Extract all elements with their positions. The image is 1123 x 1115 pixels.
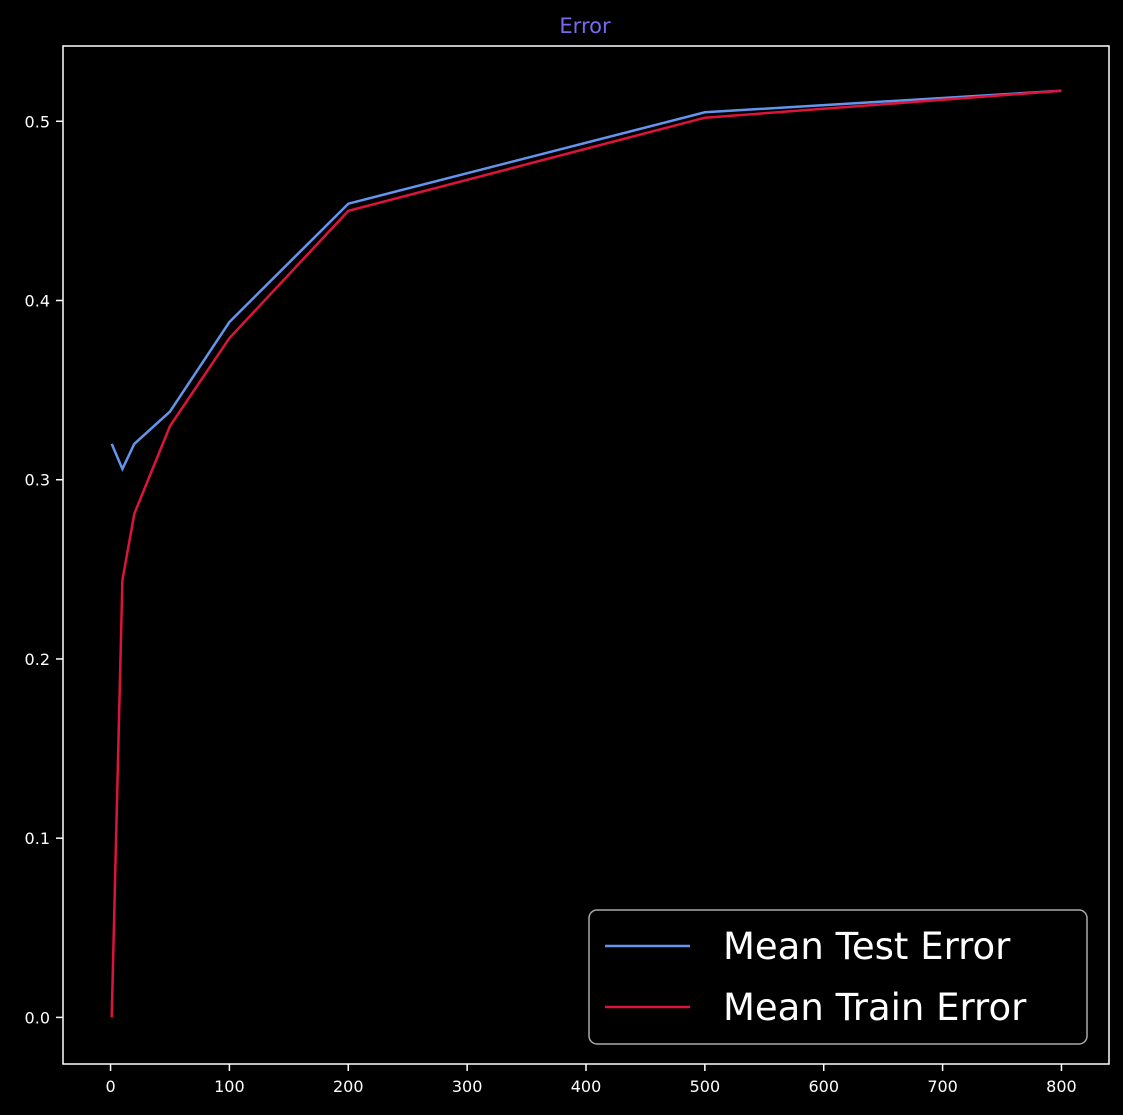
legend: Mean Test Error Mean Train Error [588,909,1088,1045]
mean-test-error-line [110,89,1062,473]
series-lines [110,89,1062,1018]
x-tick-label: 600 [808,1077,839,1096]
chart-title: Error [559,14,611,38]
x-tick-label: 800 [1046,1077,1077,1096]
y-tick-label: 0.5 [25,112,50,131]
y-tick-label: 0.3 [25,471,50,490]
x-tick-label: 0 [105,1077,115,1096]
x-tick-label: 200 [333,1077,364,1096]
y-tick-label: 0.2 [25,650,50,669]
x-tick-label: 100 [214,1077,245,1096]
x-tick-label: 700 [927,1077,958,1096]
axis-ticks: 0 100 200 300 400 500 600 700 800 0.0 0.1 0.2 0.3 0.4… [25,112,1077,1096]
legend-label: Mean Test Error [723,925,1011,968]
mean-train-error-line [110,89,1062,1018]
legend-box [588,909,1088,1045]
y-tick-label: 0.4 [25,292,50,311]
x-tick-label: 400 [571,1077,602,1096]
x-tick-label: 300 [452,1077,483,1096]
legend-label: Mean Train Error [723,986,1027,1029]
y-tick-label: 0.1 [25,829,50,848]
y-tick-label: 0.0 [25,1008,50,1027]
x-tick-label: 500 [690,1077,721,1096]
